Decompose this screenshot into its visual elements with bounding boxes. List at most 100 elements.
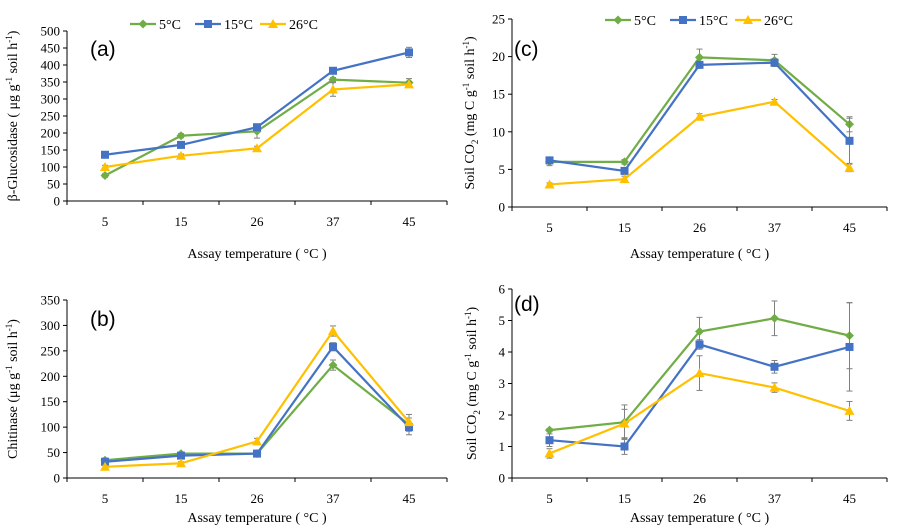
x-tick-label: 37 bbox=[768, 220, 782, 235]
data-point bbox=[328, 360, 338, 370]
data-point bbox=[100, 162, 110, 171]
y-tick-label: 25 bbox=[492, 12, 505, 27]
legend-item: 5°C bbox=[130, 18, 181, 33]
series-15C bbox=[101, 342, 413, 466]
data-point bbox=[252, 436, 262, 446]
x-axis-title: Assay temperature ( °C ) bbox=[187, 247, 327, 262]
x-tick-label: 45 bbox=[403, 214, 416, 229]
y-tick-label: 350 bbox=[41, 293, 61, 308]
legend-marker bbox=[138, 19, 148, 29]
x-tick-label: 15 bbox=[175, 214, 188, 229]
data-point bbox=[252, 143, 262, 153]
y-tick-label: 4 bbox=[499, 345, 506, 360]
y-tick-label: 250 bbox=[41, 109, 61, 124]
data-point bbox=[544, 448, 555, 458]
x-axis-title: Assay temperature ( °C ) bbox=[630, 247, 770, 262]
data-point bbox=[101, 457, 109, 466]
y-tick-label: 150 bbox=[41, 394, 61, 409]
legend: 5°C 15°C 26°C bbox=[605, 14, 793, 29]
y-tick-label: 200 bbox=[41, 369, 61, 384]
x-tick-label: 45 bbox=[843, 220, 856, 235]
legend-label: 26°C bbox=[764, 14, 793, 29]
data-point bbox=[100, 461, 110, 471]
y-axis-title: Chitinase (μg g-1 soil h-1) bbox=[4, 319, 21, 459]
legend-label: 5°C bbox=[634, 14, 656, 29]
legend-label: 15°C bbox=[699, 14, 728, 29]
data-point bbox=[769, 382, 780, 392]
data-point bbox=[844, 162, 855, 172]
data-point bbox=[545, 156, 554, 165]
data-point bbox=[770, 58, 779, 67]
data-point bbox=[328, 75, 338, 85]
x-tick-label: 15 bbox=[618, 220, 631, 235]
data-point bbox=[620, 157, 629, 167]
x-tick-label: 45 bbox=[403, 491, 416, 506]
data-point bbox=[695, 327, 704, 337]
y-tick-label: 200 bbox=[41, 126, 61, 141]
data-point bbox=[176, 131, 186, 141]
data-point bbox=[328, 84, 338, 94]
series-line bbox=[104, 51, 410, 156]
series-15C bbox=[545, 58, 854, 175]
x-axis-title: Assay temperature ( °C ) bbox=[187, 511, 327, 526]
y-tick-label: 3 bbox=[499, 376, 506, 391]
series-26C bbox=[100, 79, 414, 171]
y-tick-label: 5 bbox=[499, 313, 506, 328]
data-point bbox=[176, 150, 186, 160]
y-tick-label: 350 bbox=[41, 75, 61, 90]
data-point bbox=[328, 326, 338, 336]
panel-label: (d) bbox=[514, 293, 540, 316]
data-point bbox=[545, 436, 554, 445]
data-point bbox=[545, 425, 554, 435]
y-tick-label: 10 bbox=[492, 124, 505, 139]
data-point bbox=[695, 52, 704, 62]
data-point bbox=[177, 140, 185, 149]
y-tick-label: 150 bbox=[41, 143, 61, 158]
legend-marker bbox=[679, 16, 687, 24]
data-point bbox=[769, 96, 780, 106]
x-tick-label: 5 bbox=[102, 491, 109, 506]
series-26C bbox=[544, 355, 855, 459]
chart-panel-1: 0 50 100 150 200 250 300 350 400 450 500 5 15 26 37 45 A… bbox=[4, 18, 448, 262]
data-point bbox=[253, 449, 261, 458]
series-5C bbox=[100, 359, 414, 465]
legend-item: 15°C bbox=[670, 14, 728, 29]
y-tick-label: 50 bbox=[47, 445, 60, 460]
panel-label: (a) bbox=[90, 38, 116, 61]
data-point bbox=[770, 313, 779, 323]
legend-marker bbox=[743, 15, 753, 24]
series-26C bbox=[544, 96, 855, 189]
x-tick-label: 26 bbox=[251, 214, 265, 229]
y-tick-label: 1 bbox=[499, 439, 506, 454]
data-point bbox=[620, 442, 629, 451]
data-point bbox=[101, 150, 109, 159]
panel-label: (b) bbox=[90, 308, 116, 331]
data-point bbox=[253, 123, 261, 132]
y-tick-label: 0 bbox=[54, 471, 61, 486]
y-tick-label: 2 bbox=[499, 408, 506, 423]
y-axis-title: Soil CO2 (mg C g-1 soil h-1) bbox=[463, 307, 482, 461]
data-point bbox=[620, 166, 629, 175]
y-tick-label: 500 bbox=[41, 24, 61, 39]
y-tick-label: 100 bbox=[41, 420, 61, 435]
data-point bbox=[694, 111, 705, 121]
panel-label: (c) bbox=[514, 38, 539, 61]
legend-item: 15°C bbox=[195, 18, 253, 33]
data-point bbox=[405, 48, 413, 57]
x-tick-label: 26 bbox=[693, 491, 707, 506]
y-tick-label: 0 bbox=[499, 471, 506, 486]
x-tick-label: 45 bbox=[843, 491, 856, 506]
data-point bbox=[177, 451, 185, 460]
x-tick-label: 15 bbox=[618, 491, 631, 506]
legend-label: 5°C bbox=[159, 18, 181, 33]
legend-label: 26°C bbox=[289, 18, 318, 33]
data-point bbox=[544, 179, 555, 189]
x-tick-label: 5 bbox=[102, 214, 109, 229]
data-point bbox=[100, 171, 110, 180]
legend: 5°C 15°C 26°C bbox=[130, 18, 318, 33]
chart-panel-3: 0 50 100 150 200 250 300 350 5 15 26 37 45 Assay temp… bbox=[4, 293, 448, 526]
series-15C bbox=[101, 46, 413, 159]
y-tick-label: 15 bbox=[492, 87, 505, 102]
x-tick-label: 15 bbox=[175, 491, 188, 506]
